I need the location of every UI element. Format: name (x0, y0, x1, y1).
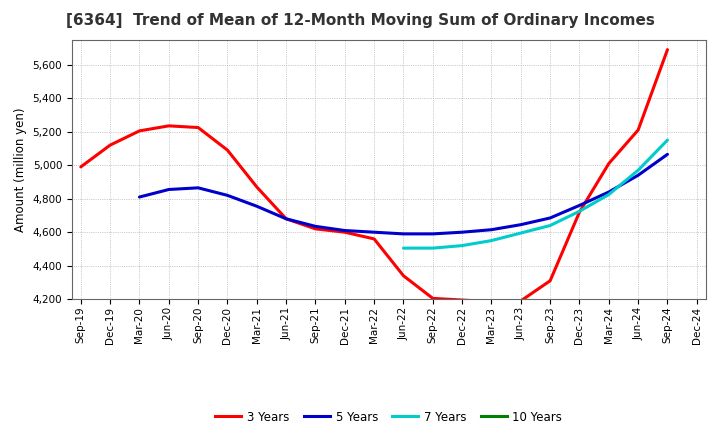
3 Years (282, 216, 290, 221)
3 Years (487, 299, 496, 304)
Line: 3 Years: 3 Years (81, 50, 667, 302)
5 Years (194, 185, 202, 191)
3 Years (341, 230, 349, 235)
3 Years (605, 161, 613, 166)
7 Years (458, 243, 467, 248)
3 Years (458, 297, 467, 303)
3 Years (428, 296, 437, 301)
5 Years (575, 203, 584, 208)
5 Years (487, 227, 496, 232)
5 Years (253, 204, 261, 209)
Line: 7 Years: 7 Years (403, 140, 667, 248)
5 Years (663, 152, 672, 157)
3 Years (516, 298, 525, 304)
3 Years (106, 143, 114, 148)
5 Years (458, 230, 467, 235)
5 Years (223, 193, 232, 198)
7 Years (546, 223, 554, 228)
Y-axis label: Amount (million yen): Amount (million yen) (14, 107, 27, 231)
7 Years (487, 238, 496, 243)
3 Years (575, 209, 584, 215)
5 Years (634, 172, 642, 178)
3 Years (311, 226, 320, 231)
5 Years (135, 194, 144, 200)
Legend: 3 Years, 5 Years, 7 Years, 10 Years: 3 Years, 5 Years, 7 Years, 10 Years (210, 406, 567, 428)
3 Years (194, 125, 202, 130)
3 Years (253, 184, 261, 190)
3 Years (663, 47, 672, 52)
7 Years (605, 192, 613, 197)
Text: [6364]  Trend of Mean of 12-Month Moving Sum of Ordinary Incomes: [6364] Trend of Mean of 12-Month Moving … (66, 13, 654, 28)
3 Years (223, 147, 232, 153)
Line: 5 Years: 5 Years (140, 154, 667, 234)
5 Years (311, 224, 320, 229)
3 Years (164, 123, 173, 128)
7 Years (663, 137, 672, 143)
5 Years (605, 189, 613, 194)
3 Years (546, 278, 554, 283)
5 Years (341, 228, 349, 233)
5 Years (399, 231, 408, 237)
3 Years (76, 164, 85, 169)
5 Years (370, 230, 379, 235)
3 Years (135, 128, 144, 133)
7 Years (428, 246, 437, 251)
7 Years (399, 246, 408, 251)
3 Years (399, 273, 408, 279)
3 Years (634, 128, 642, 133)
5 Years (516, 222, 525, 227)
7 Years (516, 231, 525, 236)
5 Years (428, 231, 437, 237)
7 Years (634, 168, 642, 173)
5 Years (164, 187, 173, 192)
5 Years (282, 216, 290, 221)
5 Years (546, 215, 554, 220)
3 Years (370, 236, 379, 242)
7 Years (575, 209, 584, 214)
